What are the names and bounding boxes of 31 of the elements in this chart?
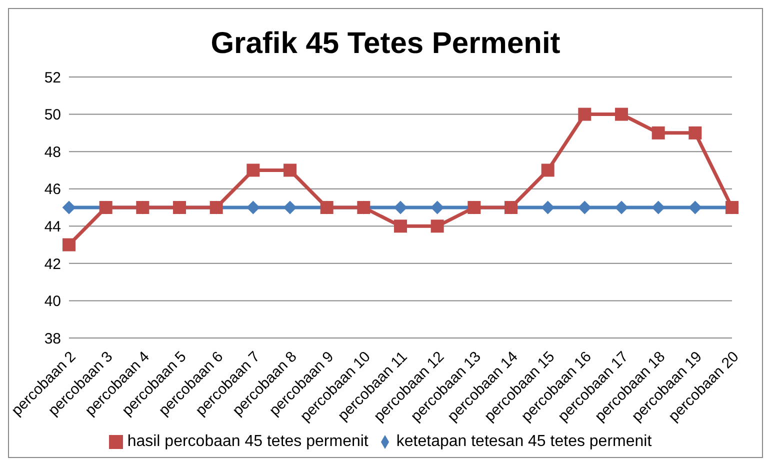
point [688,126,702,140]
point [688,201,702,214]
point [246,201,260,214]
point [541,201,554,214]
point [578,201,592,214]
point [284,201,296,214]
point [541,164,554,177]
y-tick-label: 42 [44,256,61,273]
point [394,220,407,233]
point [430,201,444,214]
point [284,164,296,177]
point [652,201,665,214]
point [430,220,444,233]
legend-label: hasil percobaan 45 tetes permenit [127,433,368,450]
point [615,108,628,121]
point [652,126,665,140]
y-tick-label: 46 [44,181,61,198]
y-tick-label: 38 [44,330,61,348]
y-tick-label: 44 [44,218,61,236]
y-tick-label: 48 [44,144,61,161]
point [615,201,628,214]
point [62,201,76,214]
legend-label: ketetapan tetesan 45 tetes permenit [396,433,652,450]
chart-title: Grafik 45 Tetes Permenit [210,26,562,62]
point [246,164,260,177]
point [578,108,592,121]
point [62,238,76,252]
y-tick-label: 50 [44,106,61,124]
point [394,201,407,214]
y-tick-label: 40 [44,293,61,310]
y-tick-label: 52 [44,69,61,86]
